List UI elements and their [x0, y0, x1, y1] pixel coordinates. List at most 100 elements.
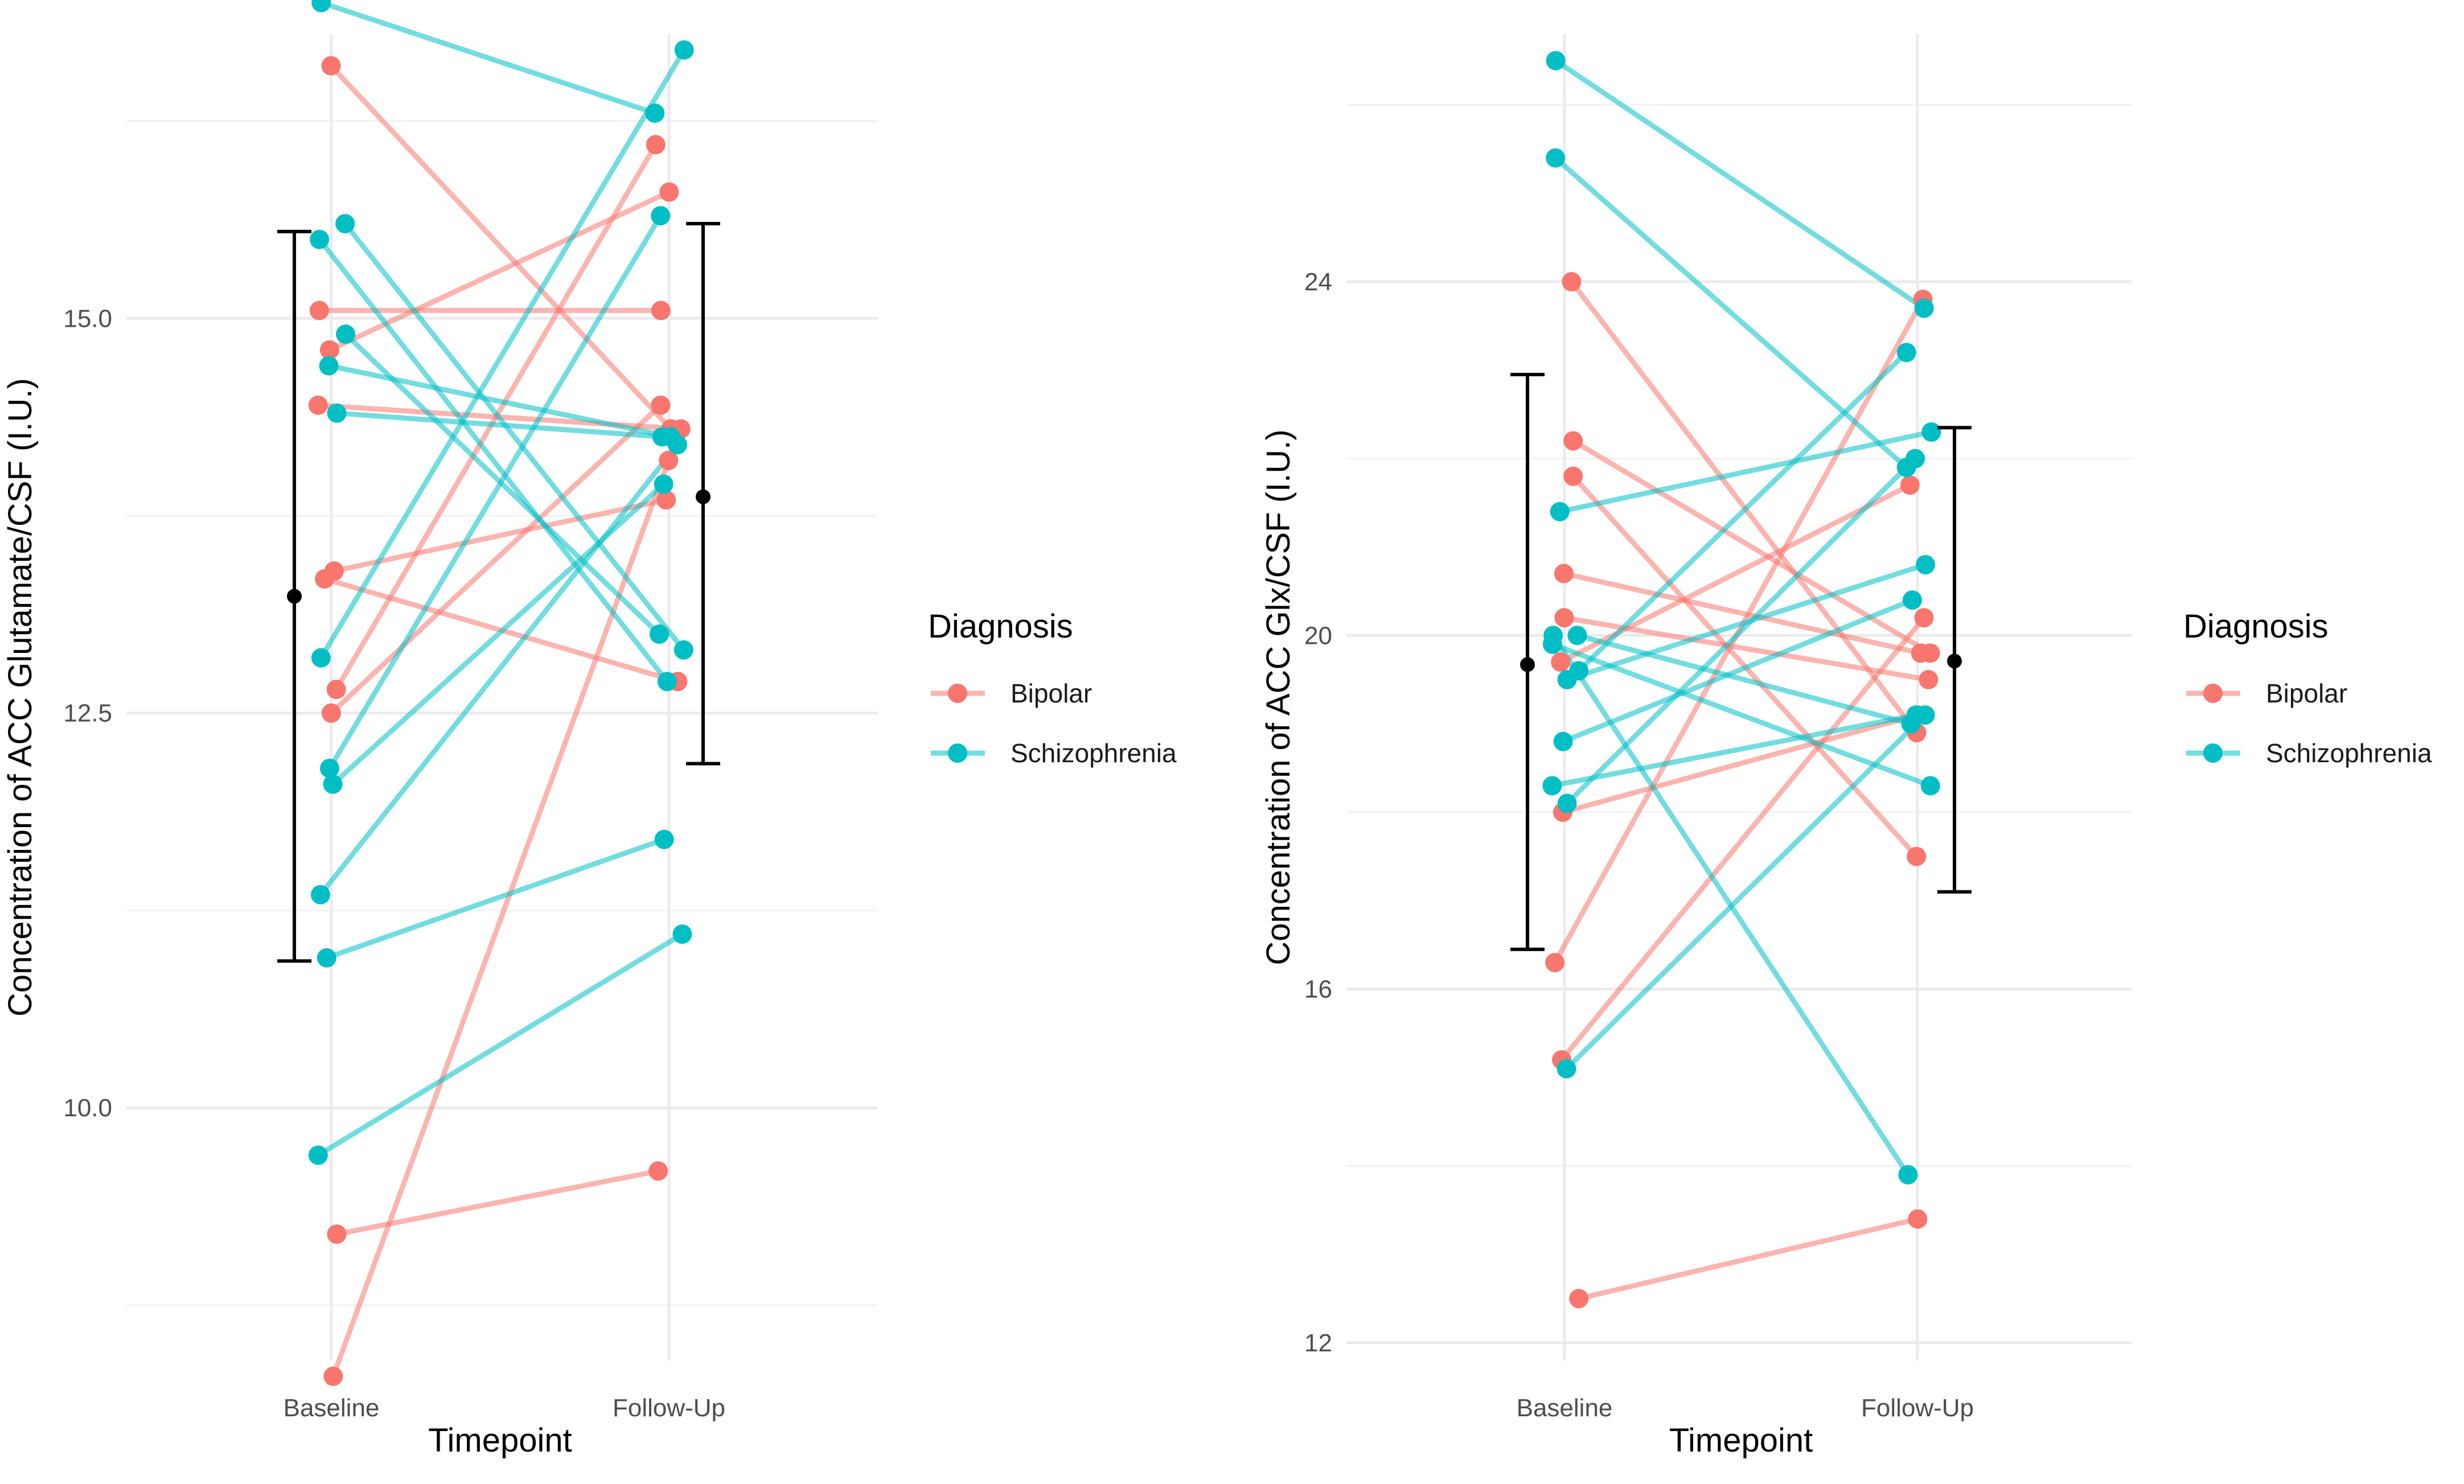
series-line-schizophrenia — [1560, 597, 1915, 745]
y-tick-label: 15.0 — [63, 305, 112, 332]
series-line-schizophrenia — [324, 837, 667, 961]
data-point-bipolar — [646, 135, 666, 155]
series-line-bipolar — [328, 63, 674, 431]
data-point-schizophrenia — [1915, 705, 1935, 725]
data-point-schizophrenia — [1896, 343, 1916, 363]
y-tick-label: 16 — [1304, 976, 1332, 1004]
data-point-schizophrenia — [311, 0, 331, 13]
data-point-schizophrenia — [1553, 731, 1573, 751]
data-point-schizophrenia — [1557, 794, 1577, 813]
mean-point — [696, 489, 711, 504]
data-point-bipolar — [315, 569, 335, 589]
y-axis-title: Concentration of ACC Glx/CSF (I.U.) — [1260, 429, 1297, 965]
data-point-schizophrenia — [645, 103, 665, 123]
legend: Diagnosis Bipolar Schizophrenia — [2183, 608, 2432, 768]
data-point-bipolar — [1554, 564, 1574, 583]
data-point-bipolar — [648, 1161, 668, 1181]
data-point-bipolar — [321, 703, 341, 723]
y-tick-label: 20 — [1304, 622, 1332, 649]
data-point-schizophrenia — [311, 648, 331, 668]
data-point-schizophrenia — [649, 624, 669, 644]
data-point-schizophrenia — [651, 205, 671, 225]
chart-panel-1: 10.0 12.5 15.0 Baseline Follow-Up Timepoint Co… — [2, 0, 1177, 1459]
data-point-schizophrenia — [654, 474, 674, 494]
data-point-schizophrenia — [672, 924, 692, 944]
y-tick-label: 12.5 — [63, 700, 112, 727]
data-point-schizophrenia — [335, 213, 355, 233]
data-point-schizophrenia — [1921, 422, 1941, 442]
data-point-bipolar — [319, 340, 339, 360]
series-line-schizophrenia — [1550, 632, 1911, 1178]
data-point-schizophrenia — [1920, 776, 1940, 796]
x-tick-label: Follow-Up — [1861, 1394, 1974, 1422]
y-tick-label: 12 — [1304, 1329, 1332, 1357]
legend-label-bipolar: Bipolar — [2266, 679, 2347, 708]
series-line-schizophrenia — [318, 442, 680, 898]
data-point-bipolar — [659, 450, 679, 470]
series-line-schizophrenia — [342, 221, 687, 653]
data-point-schizophrenia — [1902, 590, 1922, 610]
data-point-schizophrenia — [320, 758, 340, 778]
data-point-bipolar — [308, 395, 328, 415]
data-point-bipolar — [1563, 431, 1583, 451]
series-line-schizophrenia — [318, 0, 658, 116]
data-point-schizophrenia — [668, 435, 688, 455]
data-point-schizophrenia — [1546, 51, 1566, 71]
data-point-bipolar — [1563, 466, 1583, 486]
x-axis-title: Timepoint — [1669, 1422, 1813, 1459]
x-axis-title: Timepoint — [428, 1422, 572, 1459]
data-point-schizophrenia — [327, 403, 347, 423]
mean-point — [1947, 653, 1962, 669]
series-line-bipolar — [1560, 712, 1920, 815]
data-point-schizophrenia — [1906, 449, 1925, 468]
data-point-bipolar — [1919, 669, 1939, 689]
data-point-bipolar — [656, 490, 676, 510]
data-point-schizophrenia — [323, 774, 343, 794]
y-axis-title: Concentration of ACC Glutamate/CSF (I.U.… — [2, 378, 39, 1017]
legend-key-point — [948, 743, 967, 763]
legend-key-point — [948, 684, 967, 703]
data-point-bipolar — [1911, 643, 1931, 663]
data-point-bipolar — [1908, 1209, 1928, 1229]
series-line-schizophrenia — [327, 213, 663, 771]
mean-point — [287, 589, 302, 604]
legend-label-schizophrenia: Schizophrenia — [1011, 738, 1177, 768]
data-point-bipolar — [1554, 608, 1574, 628]
data-point-schizophrenia — [310, 229, 330, 249]
legend-key-point — [2203, 684, 2223, 703]
data-point-schizophrenia — [319, 356, 339, 376]
data-point-schizophrenia — [1546, 148, 1566, 168]
data-point-bipolar — [659, 182, 679, 202]
data-point-bipolar — [326, 680, 346, 700]
data-point-schizophrenia — [652, 427, 672, 447]
data-point-schizophrenia — [674, 640, 693, 660]
series-line-schizophrenia — [1553, 155, 1909, 470]
data-point-bipolar — [1907, 846, 1927, 866]
legend-label-schizophrenia: Schizophrenia — [2266, 738, 2432, 768]
series-line-bipolar — [331, 497, 669, 574]
data-point-schizophrenia — [1567, 626, 1587, 646]
series-line-schizophrenia — [1557, 429, 1934, 515]
data-point-bipolar — [323, 1366, 343, 1386]
series-line-schizophrenia — [1576, 350, 1909, 673]
legend-title: Diagnosis — [2183, 608, 2329, 645]
data-point-bipolar — [1569, 1289, 1589, 1309]
data-point-schizophrenia — [308, 1145, 328, 1165]
data-point-schizophrenia — [1543, 626, 1563, 646]
data-point-bipolar — [1900, 475, 1920, 495]
data-point-bipolar — [327, 1224, 347, 1244]
series-line-schizophrenia — [1553, 58, 1927, 311]
data-point-schizophrenia — [1550, 501, 1570, 521]
data-point-bipolar — [651, 301, 671, 320]
chart-panel-2: 12 16 20 24 Baseline Follow-Up Timepoint Concen… — [1260, 34, 2432, 1459]
series-line-schizophrenia — [317, 237, 670, 684]
data-point-schizophrenia — [336, 324, 356, 344]
series-line-schizophrenia — [1549, 712, 1919, 788]
data-point-schizophrenia — [317, 948, 336, 968]
series-line-bipolar — [1576, 1216, 1920, 1301]
series-line-schizophrenia — [1574, 632, 1914, 727]
data-point-schizophrenia — [1557, 1059, 1576, 1079]
series-line-schizophrenia — [318, 47, 687, 661]
data-point-schizophrenia — [1916, 555, 1936, 574]
